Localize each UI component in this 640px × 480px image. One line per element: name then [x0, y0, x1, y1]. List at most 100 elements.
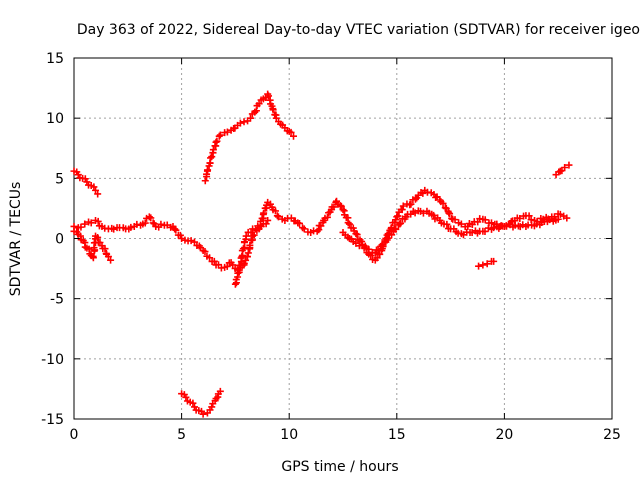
- data-point-marker: [189, 399, 197, 407]
- data-point-marker: [172, 226, 180, 234]
- series-late-low: [475, 257, 498, 270]
- data-point-marker: [376, 250, 384, 258]
- data-point-marker: [182, 393, 190, 401]
- x-axis-label: GPS time / hours: [281, 459, 398, 475]
- data-point-marker: [352, 230, 360, 238]
- data-point-marker: [430, 211, 438, 219]
- data-point-marker: [483, 260, 491, 268]
- data-point-marker: [345, 220, 353, 228]
- y-tick-label: -5: [50, 292, 64, 308]
- data-point-marker: [92, 186, 100, 194]
- data-point-marker: [141, 219, 149, 227]
- data-point-marker: [213, 137, 221, 145]
- data-point-marker: [393, 213, 401, 221]
- data-point-marker: [554, 215, 562, 223]
- y-tick-label: 10: [46, 111, 64, 127]
- chart-title: Day 363 of 2022, Sidereal Day-to-day VTE…: [77, 22, 640, 38]
- data-point-marker: [503, 222, 511, 230]
- series-bottom-arc: [178, 387, 224, 418]
- data-point-marker: [244, 249, 252, 257]
- series-lower-track: [70, 207, 562, 288]
- data-point-marker: [171, 225, 179, 233]
- data-point-marker: [212, 138, 220, 146]
- data-point-marker: [448, 214, 456, 222]
- data-point-marker: [110, 225, 118, 233]
- data-point-marker: [201, 177, 209, 185]
- data-point-marker: [94, 217, 102, 225]
- data-point-marker: [206, 254, 214, 262]
- data-point-marker: [223, 128, 231, 136]
- data-point-marker: [546, 216, 554, 224]
- x-tick-label: 10: [280, 427, 298, 443]
- data-point-marker: [374, 246, 382, 254]
- data-point-marker: [145, 213, 153, 221]
- data-point-marker: [273, 212, 281, 220]
- data-point-marker: [260, 209, 268, 217]
- x-tick-label: 25: [603, 427, 621, 443]
- series-main-track: [70, 186, 571, 274]
- y-tick-label: -10: [41, 352, 64, 368]
- data-point-marker: [89, 252, 97, 260]
- data-point-marker: [446, 210, 454, 218]
- data-point-marker: [216, 131, 224, 139]
- data-point-marker: [208, 153, 216, 161]
- data-point-marker: [361, 242, 369, 250]
- data-point-marker: [269, 106, 277, 114]
- data-point-marker: [239, 245, 247, 253]
- data-point-marker: [264, 216, 272, 224]
- data-point-marker: [240, 118, 248, 126]
- data-point-marker: [399, 202, 407, 210]
- data-point-marker: [201, 248, 209, 256]
- data-point-marker: [107, 256, 115, 264]
- series-early-top: [70, 167, 102, 198]
- data-point-marker: [373, 254, 381, 262]
- data-point-marker: [565, 161, 573, 169]
- data-point-marker: [187, 237, 195, 245]
- data-point-marker: [394, 212, 402, 220]
- data-point-marker: [229, 261, 237, 269]
- data-point-marker: [392, 225, 400, 233]
- x-tick-label: 5: [177, 427, 186, 443]
- data-point-marker: [236, 261, 244, 269]
- data-point-marker: [199, 410, 207, 418]
- data-point-marker: [265, 92, 273, 100]
- data-point-marker: [516, 214, 524, 222]
- data-point-marker: [255, 100, 263, 108]
- data-point-marker: [231, 280, 239, 288]
- data-point-marker: [323, 213, 331, 221]
- data-point-marker: [317, 222, 325, 230]
- data-point-marker: [209, 146, 217, 154]
- data-point-marker: [550, 213, 558, 221]
- y-tick-label: 5: [55, 171, 64, 187]
- data-point-marker: [365, 245, 373, 253]
- data-point-marker: [246, 114, 254, 122]
- data-point-marker: [176, 231, 184, 239]
- data-point-marker: [216, 387, 224, 395]
- data-point-marker: [481, 227, 489, 235]
- data-point-marker: [157, 220, 165, 228]
- data-point-marker: [475, 262, 483, 270]
- data-point-marker: [133, 220, 141, 228]
- data-point-marker: [242, 232, 250, 240]
- series-upper-arc: [201, 90, 298, 185]
- data-point-marker: [300, 225, 308, 233]
- x-tick-label: 20: [495, 427, 513, 443]
- data-point-marker: [379, 241, 387, 249]
- data-point-marker: [247, 229, 255, 236]
- data-point-marker: [411, 195, 419, 203]
- data-point-marker: [563, 214, 571, 222]
- data-point-marker: [339, 206, 347, 214]
- data-point-marker: [81, 220, 89, 228]
- data-point-marker: [561, 164, 569, 172]
- data-point-marker: [101, 245, 109, 253]
- data-point-marker: [87, 219, 95, 227]
- data-point-marker: [397, 219, 405, 227]
- data-point-marker: [490, 257, 498, 265]
- data-point-marker: [481, 216, 489, 224]
- data-point-marker: [487, 219, 495, 227]
- data-point-marker: [127, 223, 135, 231]
- data-point-marker: [384, 234, 392, 242]
- data-point-marker: [295, 219, 303, 227]
- data-point-marker: [451, 216, 459, 224]
